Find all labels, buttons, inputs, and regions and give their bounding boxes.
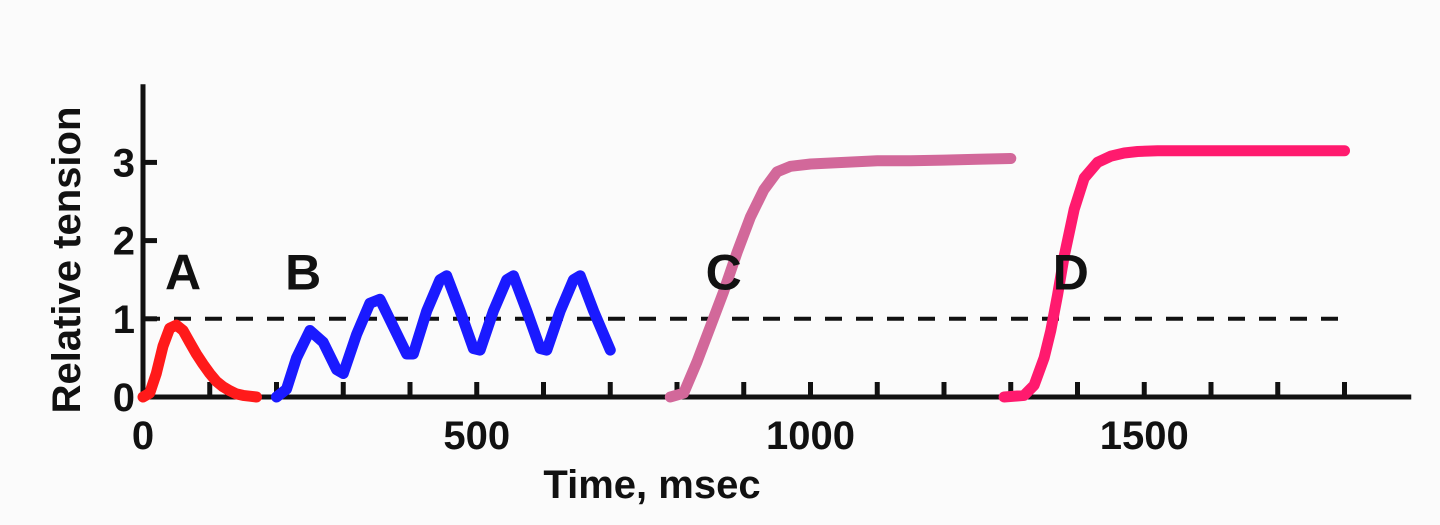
x-tick-label: 1000 <box>766 414 855 458</box>
x-tick-label: 0 <box>132 414 154 458</box>
y-tick-label: 2 <box>113 220 135 264</box>
series-a-curve <box>137 319 262 403</box>
x-axis-title: Time, msec <box>543 463 760 507</box>
series-b-curve <box>271 270 616 403</box>
series-c-curve <box>664 153 1017 403</box>
labels-layer: A B C D <box>165 245 1089 301</box>
x-tick-label: 500 <box>443 414 510 458</box>
series-d-label: D <box>1053 245 1089 301</box>
y-tick-label: 0 <box>113 376 135 420</box>
series-d-curve <box>998 145 1350 403</box>
x-tick-label: 1500 <box>1100 414 1189 458</box>
series-a-label: A <box>165 245 201 301</box>
y-tick-label: 3 <box>113 141 135 185</box>
series-layer <box>137 145 1350 403</box>
series-c-label: C <box>706 245 742 301</box>
y-axis-title: Relative tension <box>45 107 89 414</box>
axes: 0 1 2 3 0 500 1000 1500 <box>113 84 1412 458</box>
series-b-label: B <box>285 245 321 301</box>
y-tick-label: 1 <box>113 298 135 342</box>
